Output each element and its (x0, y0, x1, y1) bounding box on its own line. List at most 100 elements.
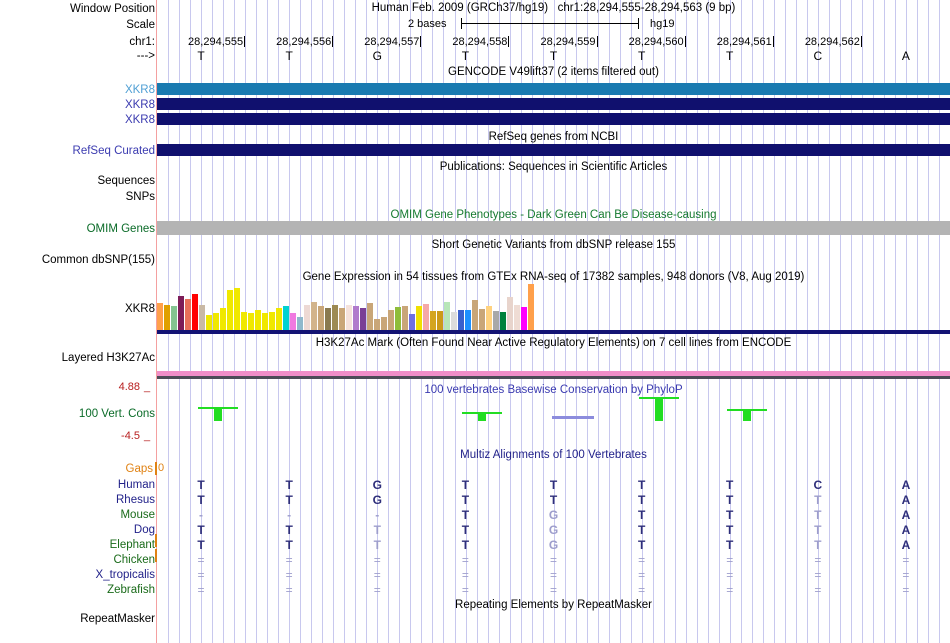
assembly-title: Human Feb. 2009 (GRCh37/hg19) (371, 2, 549, 14)
gtex-tissue-bar[interactable] (332, 305, 338, 330)
conservation-bar[interactable] (478, 412, 486, 421)
gtex-tissue-bar[interactable] (514, 305, 520, 330)
track-item-label-gencode-1[interactable]: XKR8 (124, 84, 155, 96)
multiz-species-label-mouse[interactable]: Mouse (120, 509, 155, 521)
gtex-tissue-bar[interactable] (283, 306, 289, 330)
gtex-tissue-bar[interactable] (500, 312, 506, 330)
position-text: chr1:28,294,555-28,294,563 (9 bp) (557, 2, 736, 14)
omim-feature-bar[interactable] (157, 221, 950, 235)
gene-feature-bar-gencode-2[interactable] (157, 98, 950, 110)
multiz-base: = (197, 553, 205, 567)
track-item-label-repeatmasker[interactable]: RepeatMasker (80, 613, 155, 625)
multiz-row-chicken: = = = = = = = = = (157, 553, 950, 568)
gtex-tissue-bar[interactable] (234, 288, 240, 330)
gtex-tissue-bar[interactable] (409, 314, 415, 330)
gtex-tissue-bar[interactable] (297, 317, 303, 330)
track-item-label-common-dbsnp[interactable]: Common dbSNP(155) (41, 254, 155, 266)
gtex-tissue-bar[interactable] (381, 317, 387, 330)
gtex-tissue-bar[interactable] (276, 308, 282, 330)
gtex-tissue-bar[interactable] (507, 297, 513, 330)
gtex-expression-barchart[interactable] (157, 284, 535, 330)
gtex-tissue-bar[interactable] (437, 311, 443, 330)
conservation-bar[interactable] (743, 409, 751, 421)
gtex-tissue-bar[interactable] (395, 307, 401, 330)
conservation-bar[interactable] (655, 397, 663, 421)
gtex-tissue-bar[interactable] (227, 290, 233, 330)
gtex-tissue-bar[interactable] (458, 310, 464, 330)
track-item-label-gencode-2[interactable]: XKR8 (124, 99, 155, 111)
gtex-tissue-bar[interactable] (241, 312, 247, 330)
track-item-label-gencode-3[interactable]: XKR8 (124, 114, 155, 126)
track-item-label-omim-genes[interactable]: OMIM Genes (86, 223, 155, 235)
track-item-label-100-vert-cons[interactable]: 100 Vert. Cons (78, 408, 155, 420)
gtex-tissue-bar[interactable] (493, 311, 499, 330)
gtex-tissue-bar[interactable] (304, 305, 310, 330)
multiz-species-label-elephant[interactable]: Elephant (109, 539, 155, 551)
h3k27ac-signal-band[interactable] (157, 371, 950, 376)
gtex-tissue-bar[interactable] (311, 302, 317, 330)
gtex-tissue-bar[interactable] (339, 308, 345, 330)
gtex-tissue-bar[interactable] (185, 299, 191, 330)
gtex-tissue-bar[interactable] (220, 308, 226, 330)
gene-feature-bar-gencode-1[interactable] (157, 83, 950, 95)
gtex-tissue-bar[interactable] (374, 319, 380, 330)
gtex-tissue-bar[interactable] (262, 313, 268, 330)
gtex-tissue-bar[interactable] (451, 312, 457, 330)
track-item-label-gtex-xkr8[interactable]: XKR8 (124, 303, 155, 315)
gtex-tissue-bar[interactable] (157, 303, 163, 330)
gtex-tissue-bar[interactable] (318, 306, 324, 330)
gtex-tissue-bar[interactable] (213, 313, 219, 330)
gtex-tissue-bar[interactable] (325, 308, 331, 330)
track-item-label-refseq-curated[interactable]: RefSeq Curated (72, 145, 155, 157)
multiz-species-label-dog[interactable]: Dog (133, 524, 155, 536)
gtex-tissue-bar[interactable] (388, 310, 394, 330)
gtex-tissue-bar[interactable] (360, 308, 366, 330)
track-item-label-layered-h3k27ac[interactable]: Layered H3K27Ac (61, 352, 155, 364)
gtex-tissue-bar[interactable] (171, 306, 177, 330)
gtex-tissue-bar[interactable] (486, 306, 492, 330)
track-item-label-snps[interactable]: SNPs (125, 191, 155, 203)
gtex-tissue-bar[interactable] (178, 296, 184, 330)
gtex-tissue-bar[interactable] (164, 305, 170, 330)
track-title-gtex: Gene Expression in 54 tissues from GTEx … (302, 271, 805, 283)
multiz-base: T (814, 493, 822, 507)
multiz-species-label-zebrafish[interactable]: Zebrafish (107, 584, 155, 596)
gtex-tissue-bar[interactable] (444, 302, 450, 330)
phylop-conservation-plot[interactable] (157, 395, 950, 439)
gtex-tissue-bar[interactable] (192, 294, 198, 330)
gtex-tissue-bar[interactable] (528, 284, 534, 330)
row-label-scale: Scale (126, 19, 155, 31)
ruler-base-letter: T (285, 49, 293, 63)
gtex-tissue-bar[interactable] (416, 306, 422, 330)
gtex-tissue-bar[interactable] (290, 313, 296, 330)
multiz-species-label-human[interactable]: Human (117, 479, 155, 491)
gtex-tissue-bar[interactable] (423, 304, 429, 330)
gtex-tissue-bar[interactable] (199, 305, 205, 330)
gtex-tissue-bar[interactable] (255, 310, 261, 330)
track-item-label-sequences[interactable]: Sequences (97, 175, 155, 187)
multiz-base: T (814, 523, 822, 537)
multiz-species-label-rhesus[interactable]: Rhesus (116, 494, 155, 506)
gtex-tissue-bar[interactable] (465, 310, 471, 330)
ruler-tick-mark (773, 36, 774, 47)
gtex-tissue-bar[interactable] (402, 306, 408, 330)
gtex-tissue-bar[interactable] (430, 311, 436, 330)
gene-feature-bar-gencode-3[interactable] (157, 113, 950, 125)
gene-feature-bar-refseq[interactable] (157, 144, 950, 156)
conservation-bar[interactable] (214, 407, 222, 421)
multiz-base: T (285, 523, 293, 537)
ruler-tick-label: 28,294,556 (276, 36, 332, 48)
gtex-tissue-bar[interactable] (346, 305, 352, 330)
gtex-tissue-bar[interactable] (479, 309, 485, 330)
gtex-tissue-bar[interactable] (353, 306, 359, 330)
gtex-tissue-bar[interactable] (248, 313, 254, 330)
gtex-tissue-bar[interactable] (206, 315, 212, 330)
multiz-species-label-x_tropicalis[interactable]: X_tropicalis (95, 569, 155, 581)
gtex-tissue-bar[interactable] (367, 303, 373, 330)
gtex-tissue-bar[interactable] (521, 307, 527, 330)
multiz-base: = (197, 583, 205, 597)
multiz-species-label-chicken[interactable]: Chicken (113, 554, 155, 566)
gtex-tissue-bar[interactable] (472, 300, 478, 330)
gtex-tissue-bar[interactable] (269, 312, 275, 330)
